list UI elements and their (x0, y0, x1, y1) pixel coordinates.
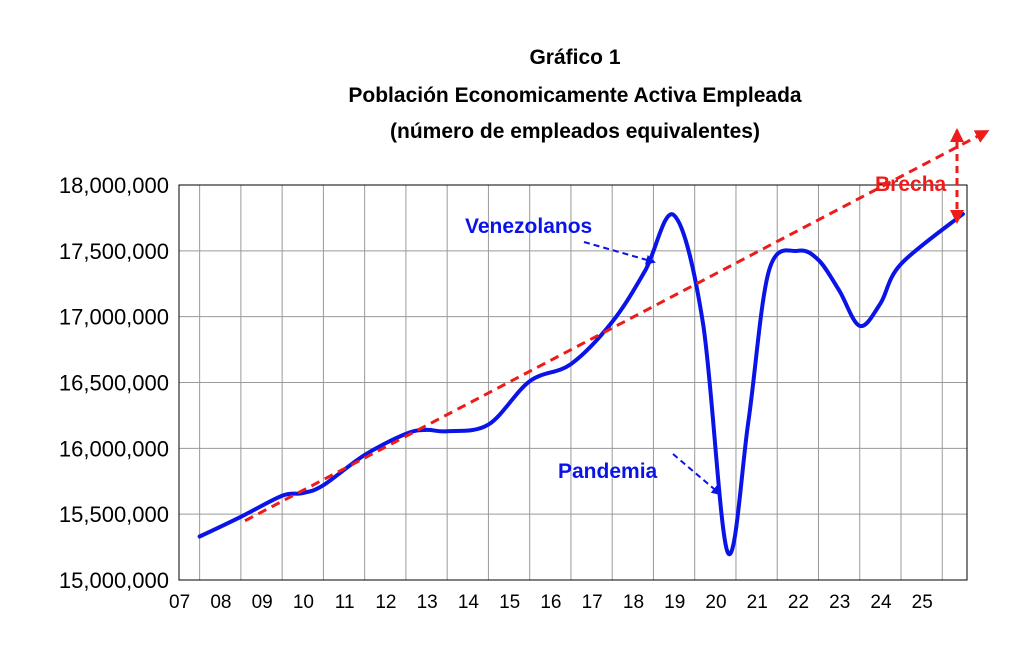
x-tick-label: 07 (169, 592, 190, 613)
annotation-pandemia: Pandemia (558, 460, 658, 483)
x-tick-label: 19 (664, 592, 685, 613)
plot-area-frame (178, 184, 968, 581)
x-tick-label: 08 (210, 592, 231, 613)
y-tick-label: 17,000,000 (59, 305, 169, 330)
annotations: Venezolanos Pandemia Brecha (465, 128, 964, 496)
y-tick-label: 17,500,000 (59, 239, 169, 264)
y-axis-ticks: 15,000,000 15,500,000 16,000,000 16,500,000… (59, 173, 169, 593)
series-line-empleados (197, 212, 965, 557)
x-tick-label: 13 (417, 592, 438, 613)
chart-title: Gráfico 1 (529, 46, 621, 69)
x-tick-label: 18 (623, 592, 644, 613)
x-tick-label: 22 (788, 592, 809, 613)
chart-subtitle: Población Economicamente Activa Empleada (348, 84, 802, 107)
annotation-venezolanos: Venezolanos (465, 215, 592, 238)
annotation-pandemia-arrow (672, 453, 722, 496)
x-tick-label: 23 (829, 592, 850, 613)
y-tick-label: 15,500,000 (59, 502, 169, 527)
x-tick-label: 24 (870, 592, 892, 613)
x-tick-label: 11 (335, 592, 355, 613)
chart-subtitle-units: (número de empleados equivalentes) (390, 120, 760, 143)
x-axis-ticks: 07 08 09 10 11 12 13 14 15 16 17 18 19 20 21 22 23 24 25 (169, 592, 933, 613)
series-lines (197, 129, 990, 557)
x-tick-label: 10 (293, 592, 314, 613)
y-tick-label: 18,000,000 (59, 173, 169, 198)
x-tick-label: 20 (705, 592, 726, 613)
x-tick-label: 21 (747, 592, 768, 613)
grid-lines (179, 184, 967, 581)
x-tick-label: 09 (252, 592, 273, 613)
x-tick-label: 15 (499, 592, 520, 613)
annotation-venezolanos-arrow (583, 241, 656, 265)
annotation-brecha: Brecha (875, 173, 947, 196)
x-tick-label: 14 (458, 592, 480, 613)
x-tick-label: 12 (375, 592, 396, 613)
x-tick-label: 17 (582, 592, 603, 613)
trend-line (244, 129, 990, 523)
y-tick-label: 16,000,000 (59, 436, 169, 461)
x-tick-label: 16 (540, 592, 561, 613)
x-tick-label: 25 (912, 592, 933, 613)
y-tick-label: 15,000,000 (59, 568, 169, 593)
y-tick-label: 16,500,000 (59, 371, 169, 396)
